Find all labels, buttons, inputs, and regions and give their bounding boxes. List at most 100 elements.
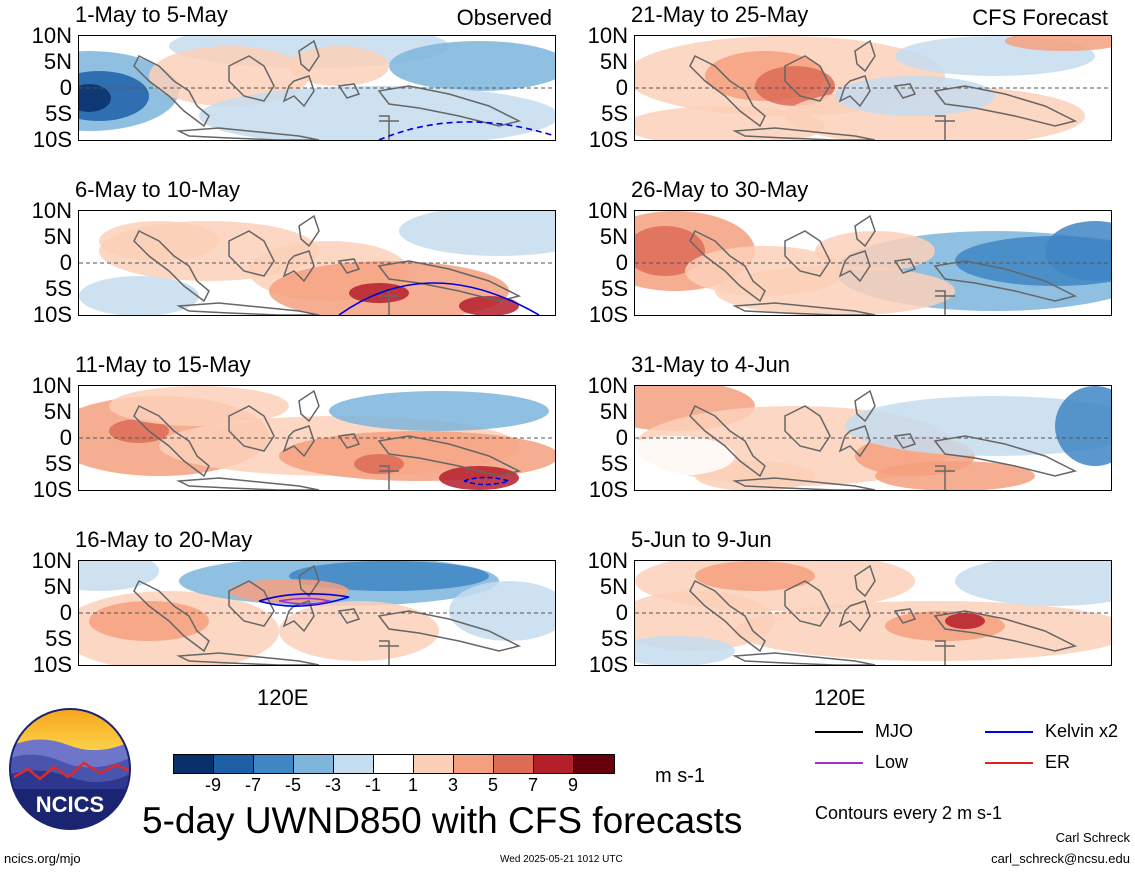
wind-anomaly-region (685, 246, 845, 296)
chart-title: 5-day UWND850 with CFS forecasts (142, 800, 743, 841)
lat-tick-label: 5N (43, 224, 72, 249)
wind-map (634, 210, 1112, 316)
panel-source-tag: Observed (456, 5, 552, 30)
wind-anomaly-region (815, 231, 935, 271)
wind-anomaly-region (1055, 386, 1111, 466)
wind-anomaly-region (389, 41, 555, 91)
colorbar-tick-label: -9 (204, 775, 221, 795)
lat-tick-label: 0 (59, 250, 72, 275)
colorbar-cell (574, 755, 614, 773)
wind-anomaly-region (695, 561, 815, 591)
coastlines (133, 564, 522, 665)
panel-title: 11-May to 15-May (75, 352, 251, 377)
colorbar-tick-label: -1 (364, 775, 381, 795)
coastlines (133, 214, 522, 315)
wind-map (634, 35, 1112, 141)
lat-tick-label: 5S (601, 101, 628, 126)
legend-mjo: MJO (815, 721, 913, 742)
wind-anomaly-region (289, 46, 389, 86)
wind-anomaly-region (845, 396, 1111, 456)
lat-tick-label: 5S (45, 451, 72, 476)
panel-title: 16-May to 20-May (75, 527, 253, 552)
wave-contour (258, 593, 350, 607)
lat-tick-label: 5N (43, 399, 72, 424)
wind-anomaly-region (635, 436, 735, 476)
legend-low: Low (815, 752, 908, 773)
wind-anomaly-region (945, 613, 985, 629)
wind-anomaly-region (109, 386, 289, 426)
lat-tick-label: 5S (45, 276, 72, 301)
lat-tick-label: 5N (43, 574, 72, 599)
panel-title: 1-May to 5-May (75, 2, 228, 27)
lat-tick-label: 5S (601, 276, 628, 301)
legend-kelvin: Kelvin x2 (985, 721, 1118, 742)
colorbar-tick-label: -3 (324, 775, 341, 795)
wind-anomaly-region (399, 211, 555, 256)
wind-field (79, 36, 555, 140)
lat-tick-label: 10N (587, 23, 628, 48)
colorbar-tick-label: 3 (447, 775, 458, 795)
lat-tick-label: 10S (588, 652, 628, 677)
lat-tick-label: 10S (32, 127, 72, 152)
panel-title: 31-May to 4-Jun (631, 352, 790, 377)
coastlines (133, 39, 522, 140)
ncics-logo: NCICS (9, 708, 131, 830)
legend-er-label: ER (1045, 752, 1071, 772)
wind-field (635, 386, 1111, 490)
x-tick-label-right: 120E (814, 685, 866, 710)
panel-title: 26-May to 30-May (631, 177, 809, 202)
wind-anomaly-region (1005, 36, 1111, 51)
wind-field (79, 211, 555, 315)
lat-tick-label: 5S (601, 626, 628, 651)
lat-tick-label: 5N (599, 574, 628, 599)
coastlines (133, 389, 522, 490)
lat-tick-label: 10S (588, 127, 628, 152)
wind-field (635, 561, 1111, 665)
wind-field (635, 211, 1111, 315)
wave-contour (338, 282, 540, 315)
wind-anomaly-region (1045, 221, 1111, 281)
lat-tick-label: 10N (31, 198, 72, 223)
wind-anomaly-region (109, 419, 169, 443)
legend-mjo-label: MJO (875, 721, 913, 741)
logo-text: NCICS (36, 792, 104, 817)
coastlines (689, 214, 1078, 315)
colorbar-cell (494, 755, 534, 773)
wind-anomaly-region (835, 76, 995, 116)
er-line-swatch (985, 761, 1033, 764)
legend-er: ER (985, 752, 1070, 773)
kelvin-line-swatch (985, 730, 1033, 733)
lat-tick-label: 10S (32, 477, 72, 502)
wind-anomaly-region (875, 461, 1035, 490)
low-line-swatch (815, 761, 863, 764)
wind-anomaly-region (79, 276, 199, 315)
wind-field (635, 36, 1111, 140)
colorbar-tick-label: 9 (567, 775, 578, 795)
wind-anomaly-region (289, 561, 489, 591)
lat-tick-label: 0 (615, 425, 628, 450)
lat-tick-label: 0 (615, 75, 628, 100)
lat-tick-label: 10N (31, 23, 72, 48)
lat-tick-label: 10N (31, 373, 72, 398)
wind-field (79, 386, 555, 490)
wind-anomaly-region (755, 66, 835, 106)
colorbar-tick-label: -5 (284, 775, 301, 795)
wind-anomaly-region (439, 466, 519, 490)
coastlines (689, 564, 1078, 665)
colorbar-cell (374, 755, 414, 773)
colorbar-units: m s-1 (655, 765, 705, 787)
author: Carl Schreck (1055, 830, 1130, 845)
legend-low-label: Low (875, 752, 909, 772)
lat-tick-label: 10N (587, 198, 628, 223)
wind-anomaly-region (695, 461, 815, 490)
wind-anomaly-region (79, 84, 111, 112)
colorbar-cell (454, 755, 494, 773)
wind-map (78, 385, 556, 491)
lat-tick-label: 0 (59, 425, 72, 450)
lat-tick-label: 10S (588, 302, 628, 327)
legend-kelvin-label: Kelvin x2 (1045, 721, 1119, 741)
colorbar-cell (294, 755, 334, 773)
lat-tick-label: 10N (31, 548, 72, 573)
lat-tick-label: 5N (43, 49, 72, 74)
lat-tick-label: 5S (601, 451, 628, 476)
